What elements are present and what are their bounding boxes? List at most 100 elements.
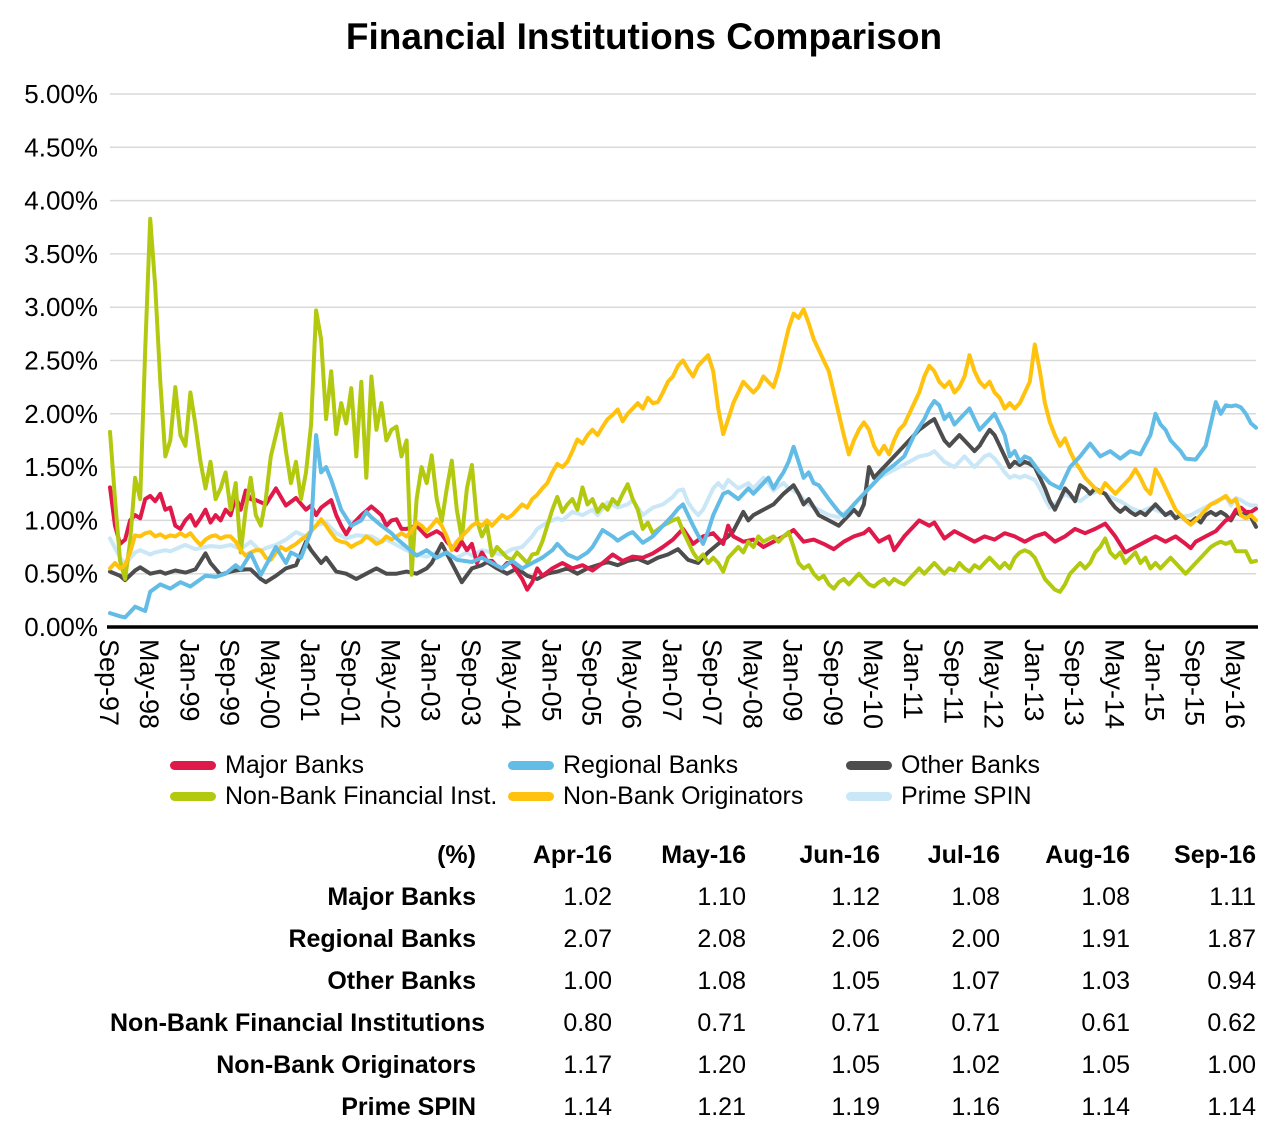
x-axis-tick-label: Sep-09 — [818, 639, 848, 726]
series-line-regional-banks — [108, 399, 1258, 620]
y-axis-tick-label: 0.00% — [24, 612, 98, 642]
x-axis-tick-label: Sep-07 — [697, 639, 727, 726]
x-axis-tick-label: Jan-03 — [416, 639, 446, 722]
table-value-cell: 1.14 — [563, 1092, 612, 1121]
y-axis-tick-label: 5.00% — [24, 79, 98, 109]
x-axis-tick-label: Sep-11 — [938, 639, 968, 724]
table-value-cell: 0.62 — [1207, 1008, 1256, 1037]
y-axis-tick-label: 4.00% — [24, 186, 98, 216]
table-row: Non-Bank Originators 1.17 1.20 1.05 1.02 1.05… — [110, 1044, 1256, 1086]
legend-item: Prime SPIN — [846, 781, 1032, 811]
table-row: Non-Bank Financial Institutions 0.80 0.71 0… — [110, 1002, 1256, 1044]
x-axis-tick-label: Jan-13 — [1019, 639, 1049, 722]
table-value-cell: 1.14 — [1207, 1092, 1256, 1121]
chart-legend: Major Banks Regional Banks Other Banks Non-… — [0, 750, 1288, 820]
table-value-cell: 0.71 — [697, 1008, 746, 1037]
table-value-cell: 2.08 — [697, 924, 746, 953]
x-axis-tick-label: Sep-99 — [215, 639, 245, 726]
legend-label: Non-Bank Originators — [563, 781, 804, 810]
table-value-cell: 0.71 — [831, 1008, 880, 1037]
legend-color-swatch — [170, 760, 216, 770]
x-axis-tick-label: May-02 — [375, 639, 405, 729]
table-row-label: Prime SPIN — [341, 1092, 476, 1121]
table-value-cell: 1.02 — [951, 1050, 1000, 1079]
legend-color-swatch — [508, 760, 554, 770]
legend-label: Prime SPIN — [901, 781, 1032, 810]
legend-label: Other Banks — [901, 750, 1040, 779]
table-value-cell: 1.14 — [1081, 1092, 1130, 1121]
table-row: Major Banks 1.02 1.10 1.12 1.08 1.08 1.11 — [110, 876, 1256, 918]
table-value-cell: 1.08 — [951, 882, 1000, 911]
legend-label: Non-Bank Financial Inst. — [225, 781, 498, 810]
table-header-cell: May-16 — [661, 840, 746, 869]
legend-label: Regional Banks — [563, 750, 739, 779]
legend-item: Other Banks — [846, 750, 1040, 780]
y-axis-tick-label: 2.00% — [24, 399, 98, 429]
table-row-label: Major Banks — [327, 882, 476, 911]
line-chart: 5.00% 4.50% 4.00% 3.50% 3.00% 2.50% 2.00% 1.50%… — [24, 79, 1258, 729]
x-axis-tick-label: Jan-05 — [536, 639, 566, 722]
x-axis-tick-label: Sep-15 — [1180, 639, 1210, 726]
y-axis-tick-label: 1.00% — [24, 505, 98, 535]
x-axis-tick-label: Jan-07 — [657, 639, 687, 722]
table-row: Regional Banks 2.07 2.08 2.06 2.00 1.91 1.87 — [110, 918, 1256, 960]
table-value-cell: 1.12 — [831, 882, 880, 911]
x-axis-tick-label: May-06 — [617, 639, 647, 729]
x-axis-tick-label: Sep-03 — [456, 639, 486, 726]
y-axis-tick-label: 3.00% — [24, 292, 98, 322]
table-value-cell: 1.05 — [831, 1050, 880, 1079]
x-axis-tick-label: May-16 — [1220, 639, 1250, 729]
x-axis-tick-label: May-10 — [858, 639, 888, 729]
table-value-cell: 1.05 — [1081, 1050, 1130, 1079]
table-value-cell: 2.06 — [831, 924, 880, 953]
table-value-cell: 1.91 — [1081, 924, 1130, 953]
table-value-cell: 0.61 — [1081, 1008, 1130, 1037]
x-axis-tick-label: May-00 — [255, 639, 285, 729]
table-value-cell: 1.87 — [1207, 924, 1256, 953]
table-value-cell: 1.20 — [697, 1050, 746, 1079]
table-header-row: (%) Apr-16 May-16 Jun-16 Jul-16 Aug-16 Sep-16 — [110, 834, 1256, 876]
table-header-cell: Sep-16 — [1174, 840, 1256, 869]
x-axis-tick-label: Jan-15 — [1139, 639, 1169, 722]
table-value-cell: 1.08 — [1081, 882, 1130, 911]
table-value-cell: 0.80 — [563, 1008, 612, 1037]
series-line-non-bank-financial-inst- — [108, 216, 1258, 594]
legend-color-swatch — [846, 791, 892, 801]
x-axis-tick-label: Jan-99 — [174, 639, 204, 722]
table-value-cell: 1.02 — [563, 882, 612, 911]
table-value-cell: 2.07 — [563, 924, 612, 953]
table-row: Other Banks 1.00 1.08 1.05 1.07 1.03 0.94 — [110, 960, 1256, 1002]
table-value-cell: 1.07 — [951, 966, 1000, 995]
chart-title: Financial Institutions Comparison — [345, 16, 943, 57]
y-axis-tick-label: 1.50% — [24, 452, 98, 482]
table-value-cell: 1.00 — [1207, 1050, 1256, 1079]
table-row-label: Non-Bank Financial Institutions — [110, 1008, 486, 1037]
table-value-cell: 1.11 — [1209, 882, 1256, 911]
table-value-cell: 1.17 — [563, 1050, 612, 1079]
table-value-cell: 2.00 — [951, 924, 1000, 953]
table-row-label: Regional Banks — [288, 924, 476, 953]
table-value-cell: 0.71 — [951, 1008, 1000, 1037]
table-value-cell: 1.16 — [951, 1092, 1000, 1121]
x-axis-tick-label: May-98 — [134, 639, 164, 729]
x-axis-tick-label: May-14 — [1099, 639, 1129, 729]
y-axis-tick-label: 0.50% — [24, 559, 98, 589]
table-value-cell: 0.94 — [1207, 966, 1256, 995]
table-header-cell: Jul-16 — [927, 840, 1000, 869]
x-axis-tick-label: Sep-13 — [1059, 639, 1089, 726]
y-axis-tick-label: 3.50% — [24, 239, 98, 269]
x-axis-tick-label: Sep-01 — [335, 639, 365, 726]
table-header-cell: Aug-16 — [1045, 840, 1130, 869]
legend-item: Non-Bank Originators — [508, 781, 803, 811]
x-axis-tick-label: May-08 — [737, 639, 767, 729]
table-value-cell: 1.03 — [1081, 966, 1130, 995]
legend-color-swatch — [170, 791, 216, 801]
legend-item: Regional Banks — [508, 750, 738, 780]
legend-color-swatch — [846, 760, 892, 770]
y-axis-tick-label: 2.50% — [24, 346, 98, 376]
series-line-other-banks — [108, 417, 1258, 585]
x-axis-tick-label: Jan-09 — [778, 639, 808, 722]
monthly-values-table: (%) Apr-16 May-16 Jun-16 Jul-16 Aug-16 Sep-16 … — [110, 834, 1256, 1128]
table-value-cell: 1.21 — [697, 1092, 746, 1121]
